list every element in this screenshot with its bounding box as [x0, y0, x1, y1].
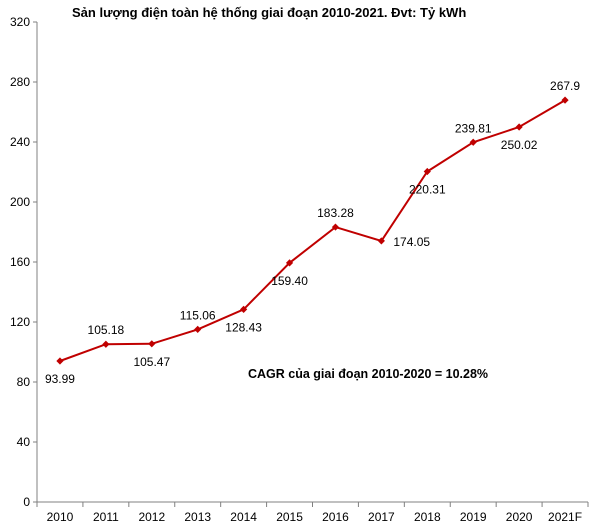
series-line — [59, 99, 566, 362]
x-tick-label: 2015 — [276, 510, 303, 524]
x-tick-label: 2021F — [548, 510, 582, 524]
y-tick-label: 280 — [10, 75, 30, 89]
cagr-annotation: CAGR của giai đoạn 2010-2020 = 10.28% — [248, 367, 488, 381]
data-label: 159.40 — [271, 274, 308, 288]
data-label: 239.81 — [455, 121, 492, 135]
y-tick-label: 120 — [10, 315, 30, 329]
x-tick-label: 2013 — [184, 510, 211, 524]
data-label: 174.05 — [393, 235, 430, 249]
data-label: 105.18 — [88, 323, 125, 337]
data-point-marker — [102, 340, 110, 348]
data-label: 220.31 — [409, 183, 446, 197]
x-tick-label: 2020 — [506, 510, 533, 524]
data-point-marker — [331, 223, 340, 231]
data-label: 128.43 — [225, 320, 262, 334]
x-tick-label: 2014 — [230, 510, 257, 524]
data-point-marker — [377, 237, 385, 245]
x-tick-label: 2018 — [414, 510, 441, 524]
y-tick-label: 200 — [10, 195, 30, 209]
y-tick-label: 40 — [17, 435, 31, 449]
data-label: 267.9 — [550, 79, 580, 93]
data-label: 105.47 — [133, 355, 170, 369]
y-axis: 0 40 80 120 160 200 240 280 320 — [10, 15, 38, 509]
chart-title: Sản lượng điện toàn hệ thống giai đoạn 2… — [72, 5, 466, 20]
x-tick-label: 2010 — [47, 510, 74, 524]
x-axis: 2010 2011 2012 2013 2014 2015 2016 2017 2018 2019… — [36, 501, 589, 524]
y-tick-label: 240 — [10, 135, 30, 149]
series-layer — [56, 96, 569, 365]
data-point-marker — [240, 305, 248, 313]
data-point-marker — [194, 325, 202, 334]
data-label: 250.02 — [501, 138, 538, 152]
data-label: 183.28 — [317, 206, 354, 220]
y-tick-label: 320 — [10, 15, 30, 29]
data-label: 115.06 — [180, 308, 216, 322]
x-tick-label: 2017 — [368, 510, 395, 524]
y-tick-label: 160 — [10, 255, 30, 269]
data-point-marker — [469, 138, 477, 146]
data-point-marker — [285, 259, 294, 267]
data-label: 93.99 — [45, 372, 75, 386]
x-tick-label: 2011 — [93, 510, 119, 524]
x-tick-label: 2016 — [322, 510, 349, 524]
data-labels-layer: 93.99 105.18 105.47 115.06 128.43 159.40 183.2… — [45, 79, 580, 386]
data-point-marker — [561, 96, 569, 104]
y-tick-label: 80 — [17, 375, 31, 389]
x-tick-label: 2012 — [138, 510, 165, 524]
x-tick-label: 2019 — [460, 510, 487, 524]
data-point-marker — [148, 340, 156, 348]
data-point-marker — [56, 357, 64, 365]
data-point-marker — [515, 123, 523, 131]
y-tick-label: 0 — [23, 495, 30, 509]
data-point-marker — [423, 167, 431, 176]
